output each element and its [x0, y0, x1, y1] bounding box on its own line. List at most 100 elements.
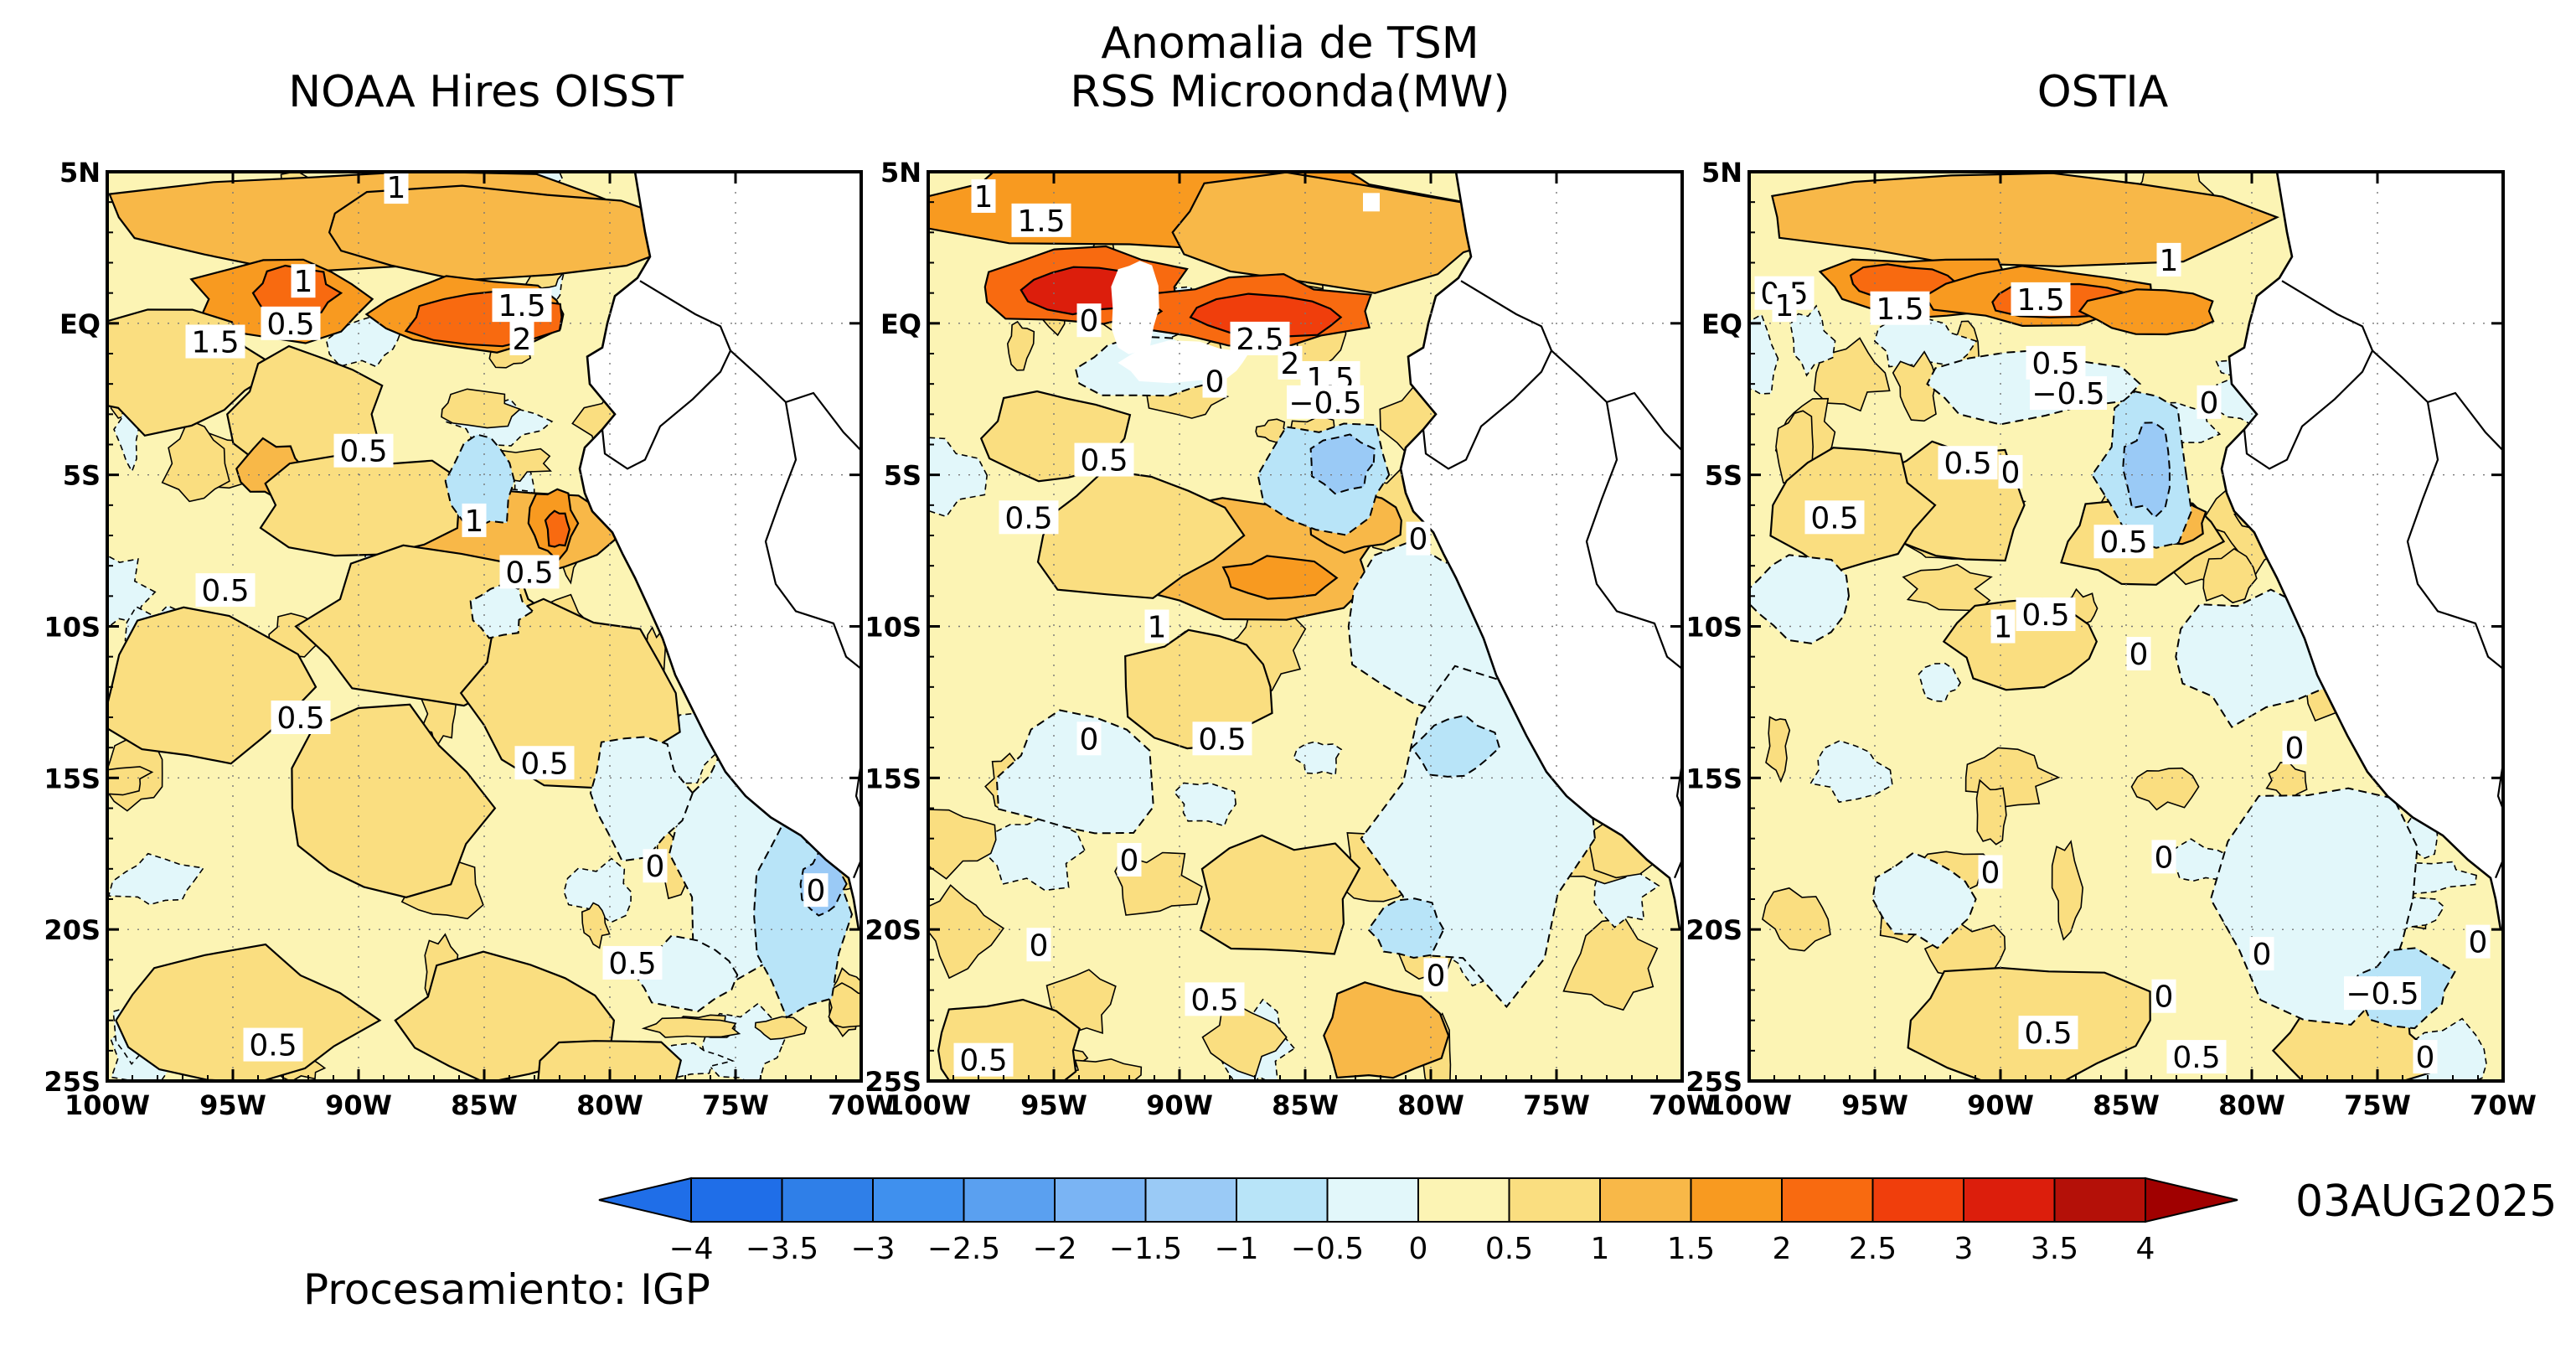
anomaly-contour	[115, 943, 382, 1081]
contour-label: 0.5	[339, 435, 387, 469]
lon-tick-label: 100W	[1706, 1089, 1792, 1121]
contour-label-bg	[2026, 345, 2086, 380]
lat-tick-label: 20S	[44, 914, 101, 946]
contour-label-bg	[462, 503, 487, 537]
lat-tick-label: 15S	[44, 763, 101, 794]
lon-tick-label: 85W	[2093, 1089, 2160, 1121]
contour-label-bg	[1990, 609, 2016, 644]
colorbar-arrow-left	[598, 1177, 692, 1223]
colorbar-swatch	[1599, 1177, 1692, 1223]
lon-tick-label: 75W	[702, 1089, 769, 1121]
anomaly-patch	[1201, 1005, 1288, 1078]
contour-label-bg	[2413, 1040, 2438, 1074]
lon-tick-label: 70W	[1649, 1089, 1716, 1121]
contour-label-bg	[1192, 721, 1252, 756]
anomaly-contour	[328, 184, 708, 282]
contour-label: 0.5	[520, 747, 568, 781]
lon-tick-label: 80W	[2218, 1089, 2285, 1121]
lon-tick-label: 100W	[885, 1089, 971, 1121]
contour-label: 0	[1427, 959, 1446, 993]
lon-tick-label: 70W	[2470, 1089, 2537, 1121]
coastline	[1399, 172, 1681, 930]
anomaly-patch	[1762, 887, 1831, 952]
contour-label-bg	[2151, 840, 2176, 874]
contour-label-bg	[1076, 303, 1102, 338]
colorbar-label: 3.5	[2031, 1232, 2078, 1266]
lon-tick-label: 75W	[2344, 1089, 2411, 1121]
anomaly-patch	[1813, 337, 1891, 412]
lon-tick-label: 80W	[1397, 1089, 1464, 1121]
colorbar-swatch	[872, 1177, 965, 1223]
contour-label: 0	[2155, 840, 2174, 875]
contour-label: 0	[1981, 856, 2000, 890]
contour-label-bg	[2166, 1040, 2227, 1074]
anomaly-patch	[928, 884, 1005, 980]
contour-label-bg	[333, 433, 394, 468]
contour-label: 0.5	[1944, 447, 1991, 481]
contour-label: 0.5	[1080, 444, 1128, 478]
anomaly-patch	[2202, 547, 2258, 604]
contour-label: 0.5	[1198, 722, 1246, 757]
contour-label: 0.5	[959, 1044, 1007, 1078]
lat-tick-label: 5N	[1701, 157, 1742, 189]
anomaly-patch	[1173, 782, 1237, 827]
anomaly-patch	[1562, 918, 1659, 1011]
missing-data	[1363, 193, 1380, 212]
anomaly-patch	[581, 902, 611, 949]
lon-tick-label: 95W	[199, 1089, 266, 1121]
panel-title-ostia: OSTIA	[2037, 67, 2169, 117]
contour-label: −0.5	[1288, 386, 1361, 421]
country-border	[1551, 349, 1682, 452]
colorbar-label: −1	[1214, 1232, 1258, 1266]
contour-label: 0.5	[2021, 598, 2069, 633]
contour-label: 0	[2155, 980, 2174, 1015]
contour-label-bg	[261, 306, 321, 340]
contour-label: 1	[465, 504, 484, 539]
panel-title-oisst: NOAA Hires OISST	[288, 67, 684, 117]
contour-label: 1.5	[1876, 292, 1923, 327]
colorbar-label: 2	[1773, 1232, 1792, 1266]
contour-label: 0	[646, 850, 665, 884]
colorbar-swatch	[1236, 1177, 1329, 1223]
lon-tick-label: 85W	[451, 1089, 518, 1121]
contour-label: 1	[387, 171, 406, 205]
coastline	[578, 172, 860, 930]
contour-label-bg	[2151, 979, 2176, 1013]
lat-tick-label: 5S	[884, 460, 921, 492]
anomaly-patch	[2130, 767, 2200, 811]
anomaly-patch	[828, 982, 861, 1028]
colorbar-arrow-right	[2145, 1177, 2238, 1223]
contour-label: 0.5	[2031, 347, 2079, 381]
country-border	[1585, 401, 1682, 670]
colorbar-swatch	[781, 1177, 874, 1223]
lat-tick-label: 25S	[1685, 1066, 1742, 1098]
contour-label-bg	[953, 1042, 1014, 1077]
colorbar-label: 0	[1409, 1232, 1428, 1266]
colorbar-label: −1.5	[1109, 1232, 1182, 1266]
map-panel: 10.511.51.50.5−0.500.500.50.510.5000000−…	[1685, 157, 2537, 1121]
contour-label: 1.5	[1017, 204, 1065, 239]
anomaly-patch	[1873, 315, 1978, 368]
colorbar-label: 1.5	[1667, 1232, 1715, 1266]
lon-tick-label: 100W	[65, 1089, 150, 1121]
contour-label-bg	[291, 264, 316, 298]
main-title: Anomalia de TSM	[1101, 18, 1479, 69]
lat-tick-label: 5N	[59, 157, 101, 189]
contour-label: 0.5	[1810, 501, 1858, 535]
contour-label-bg	[1423, 958, 1448, 992]
lon-tick-label: 90W	[1146, 1089, 1213, 1121]
lat-tick-label: 25S	[44, 1066, 101, 1098]
contour-label-bg	[1074, 442, 1134, 477]
contour-label: 0	[1080, 722, 1099, 757]
contour-label-bg	[2249, 937, 2274, 971]
anomaly-patch	[107, 852, 205, 906]
contour-label-bg	[384, 172, 409, 204]
anomaly-patch	[754, 1016, 808, 1041]
contour-label: 2	[513, 323, 532, 357]
anomaly-patch	[1006, 320, 1035, 371]
contour-label-bg	[509, 321, 534, 355]
lat-tick-label: 20S	[865, 914, 921, 946]
anomaly-contour-negative	[2122, 421, 2171, 519]
contour-label: 2.5	[1236, 323, 1283, 357]
